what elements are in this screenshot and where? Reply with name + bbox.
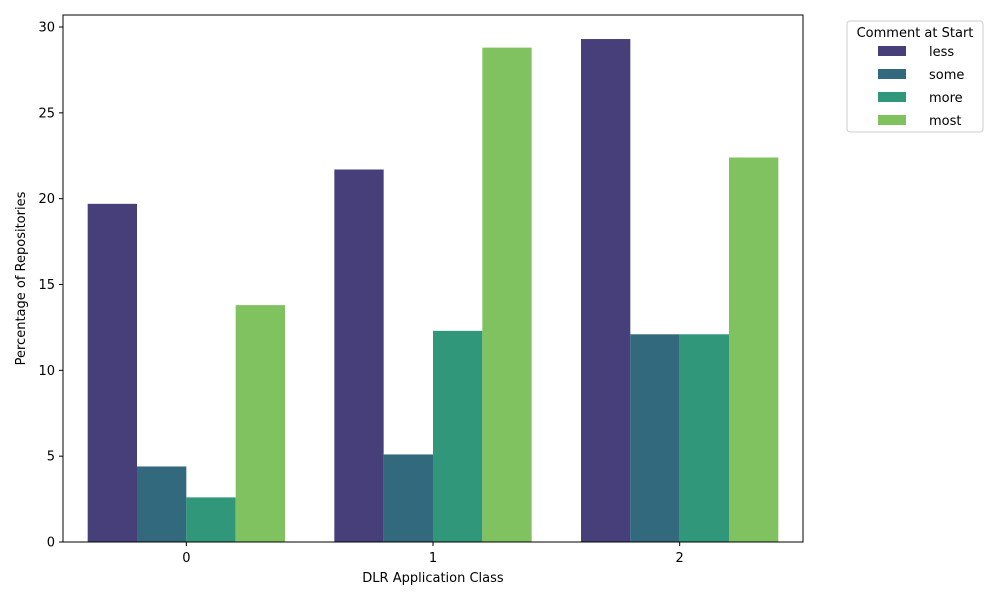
bar-less-2 <box>581 39 631 542</box>
legend: Comment at Start less some more most <box>846 20 984 133</box>
y-tick-label: 20 <box>38 192 55 207</box>
x-tick-label: 0 <box>182 551 190 566</box>
legend-label-less: less <box>929 45 954 60</box>
bar-less-1 <box>334 169 384 542</box>
legend-title: Comment at Start <box>857 26 974 41</box>
legend-swatch-most <box>878 115 906 125</box>
bar-more-0 <box>186 497 236 542</box>
legend-swatch-some <box>878 69 906 79</box>
y-tick-label: 15 <box>38 278 55 293</box>
y-tick-label: 10 <box>38 364 55 379</box>
y-axis-label: Percentage of Repositories <box>14 191 29 365</box>
bar-more-2 <box>679 334 729 542</box>
legend-swatch-less <box>878 46 906 56</box>
legend-label-more: more <box>929 91 963 106</box>
y-tick-label: 5 <box>47 450 55 465</box>
legend-label-most: most <box>929 114 962 129</box>
x-axis-label: DLR Application Class <box>362 571 504 586</box>
bar-most-2 <box>729 157 779 543</box>
bar-some-0 <box>137 466 187 542</box>
legend-label-some: some <box>929 68 964 83</box>
bar-less-0 <box>87 203 137 542</box>
y-ticks: 0 5 10 15 20 25 30 <box>38 21 63 551</box>
x-tick-label: 1 <box>429 551 437 566</box>
x-tick-label: 2 <box>676 551 684 566</box>
y-tick-label: 30 <box>38 21 55 36</box>
x-ticks: 0 1 2 <box>182 542 684 566</box>
legend-swatch-more <box>878 92 906 102</box>
legend-items: less some more most <box>878 45 964 129</box>
bar-some-1 <box>383 454 433 542</box>
bar-more-1 <box>433 330 483 542</box>
y-tick-label: 25 <box>38 106 55 121</box>
bar-most-1 <box>482 47 532 543</box>
bar-some-2 <box>630 334 680 542</box>
y-tick-label: 0 <box>47 536 55 551</box>
bars-group <box>87 39 779 543</box>
bar-most-0 <box>235 305 285 542</box>
